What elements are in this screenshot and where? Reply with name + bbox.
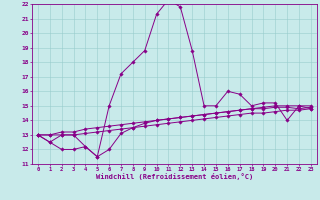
X-axis label: Windchill (Refroidissement éolien,°C): Windchill (Refroidissement éolien,°C)	[96, 173, 253, 180]
